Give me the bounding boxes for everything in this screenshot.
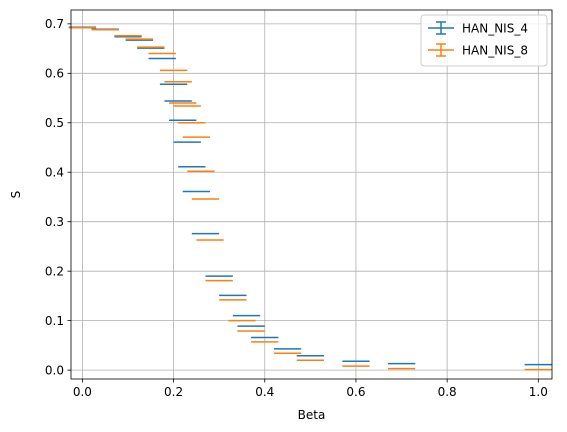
legend-label-han-nis-4: HAN_NIS_4 [462, 21, 528, 35]
y-tick-label: 0.2 [45, 264, 64, 278]
x-tick-label: 0.2 [164, 385, 183, 399]
y-tick-label: 0.1 [45, 314, 64, 328]
grid-lines [71, 10, 552, 379]
legend-marker-han-nis-8 [428, 43, 454, 57]
y-tick-label: 0.7 [45, 17, 64, 31]
y-tick-label: 0.0 [45, 363, 64, 377]
axis-ticks: 0.0 0.2 0.4 0.6 0.8 1.0 0.0 0.1 0.2 0.3 0.4 0.5 0.6 0… [45, 17, 548, 399]
y-tick-label: 0.3 [45, 215, 64, 229]
x-tick-label: 0.0 [73, 385, 92, 399]
series-han-nis-8 [68, 27, 552, 371]
x-tick-label: 0.4 [255, 385, 274, 399]
y-axis-label: S [9, 191, 23, 199]
plot-data [68, 26, 552, 371]
legend-entry-han-nis-8: HAN_NIS_8 [428, 43, 528, 57]
y-tick-label: 0.4 [45, 166, 64, 180]
legend-entry-han-nis-4: HAN_NIS_4 [428, 21, 528, 35]
x-tick-label: 1.0 [529, 385, 548, 399]
x-tick-label: 0.8 [438, 385, 457, 399]
legend-label-han-nis-8: HAN_NIS_8 [462, 43, 528, 57]
x-axis-label: Beta [298, 408, 326, 422]
y-tick-label: 0.6 [45, 67, 64, 81]
x-tick-label: 0.6 [346, 385, 365, 399]
legend: HAN_NIS_4 HAN_NIS_8 [420, 14, 548, 67]
axes-frame [70, 9, 553, 380]
y-tick-label: 0.5 [45, 116, 64, 130]
legend-marker-han-nis-4 [428, 21, 454, 35]
